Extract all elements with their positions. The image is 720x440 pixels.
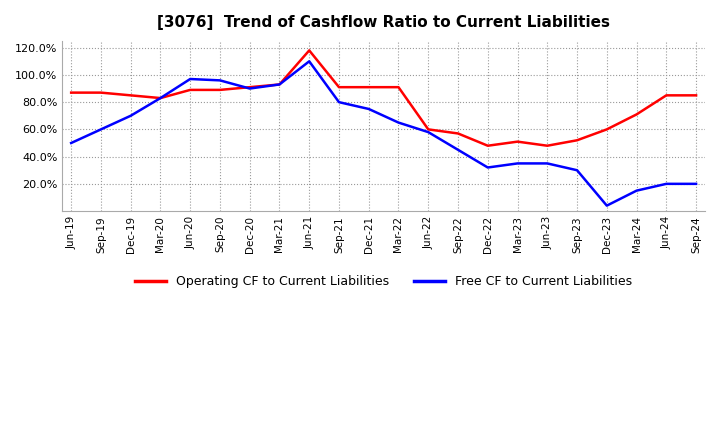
Title: [3076]  Trend of Cashflow Ratio to Current Liabilities: [3076] Trend of Cashflow Ratio to Curren… [157, 15, 610, 30]
Legend: Operating CF to Current Liabilities, Free CF to Current Liabilities: Operating CF to Current Liabilities, Fre… [130, 270, 637, 293]
